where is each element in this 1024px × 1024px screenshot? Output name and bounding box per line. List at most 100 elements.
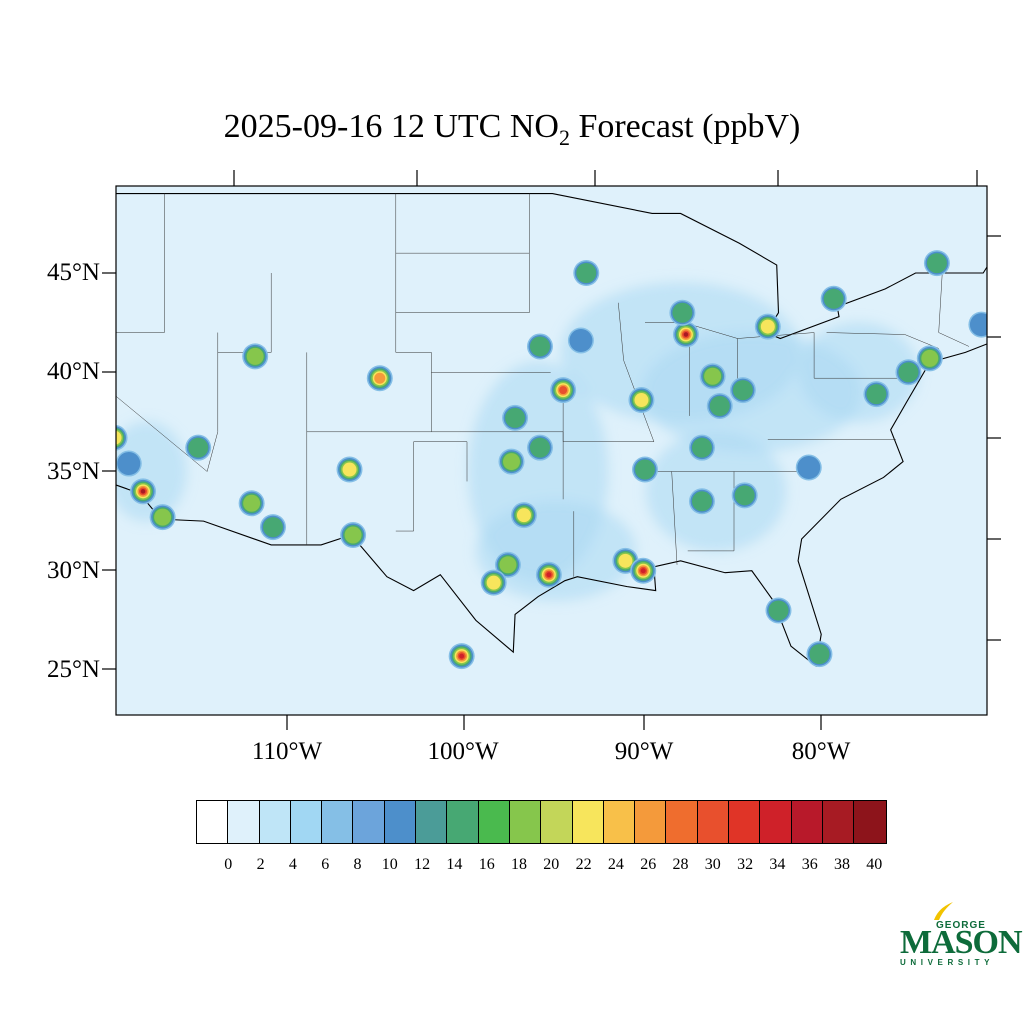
colorbar-tick-label: 28	[672, 856, 689, 873]
colorbar-swatch	[666, 801, 698, 843]
logo-george: GEORGE	[936, 920, 986, 931]
state-border	[671, 471, 678, 565]
hotspot-st-louis	[628, 387, 655, 414]
colorbar-swatch	[416, 801, 448, 843]
hotspot-miami	[806, 641, 833, 668]
hotspot-atlanta	[731, 482, 758, 509]
hotspot-des-moines	[567, 327, 594, 354]
logo-flame-icon	[934, 902, 953, 920]
colorbar-tick-label: 30	[704, 856, 721, 873]
map-frame	[115, 185, 988, 716]
hotspot-san-diego	[149, 504, 176, 531]
colorbar-swatch	[322, 801, 354, 843]
colorbar-tick-label: 18	[511, 856, 527, 873]
state-border	[395, 441, 468, 532]
hotspot-dallas	[510, 502, 537, 529]
state-border	[813, 332, 900, 379]
lat-label-35: 35°N	[46, 458, 100, 485]
lon-label-80: 80°W	[791, 738, 851, 765]
state-border	[395, 193, 530, 313]
colorbar-tick-label: 22	[575, 856, 592, 873]
hotspot-cincinnati	[729, 377, 756, 404]
lat-label-30: 30°N	[46, 557, 100, 584]
colorbar-tick-label: 10	[381, 856, 398, 873]
colorbar-tick-label: 12	[414, 856, 431, 873]
colorbar-swatch	[290, 801, 323, 843]
colorbar-swatch	[603, 801, 636, 843]
hotspot-san-antonio	[480, 569, 507, 596]
lon-label-100: 100°W	[427, 738, 499, 765]
colorbar-tick-label: 4	[288, 856, 297, 873]
hotspot-sacramento	[71, 387, 97, 413]
hotspot-washington	[863, 381, 890, 408]
hotspot-phoenix	[238, 490, 265, 517]
colorbar-tick-label: 2	[256, 856, 265, 873]
state-border	[826, 332, 939, 349]
lon-label-90: 90°W	[614, 738, 674, 765]
state-border	[306, 193, 432, 433]
hotspot-indianapolis	[699, 363, 726, 390]
haze-region	[646, 431, 787, 552]
hotspot-calgary	[203, 141, 229, 167]
hotspot-new-orleans	[630, 557, 657, 584]
hotspot-layer	[57, 141, 987, 670]
colorbar-swatch	[791, 801, 823, 843]
hotspot-detroit	[754, 313, 781, 340]
state-border	[116, 193, 165, 333]
colorbar-swatch	[509, 801, 542, 843]
hotspot-el-paso	[340, 522, 367, 549]
hotspot-montreal	[923, 250, 950, 277]
colorbar-swatch	[729, 801, 761, 843]
hotspot-philadelphia	[895, 359, 922, 386]
colorbar-swatch	[854, 801, 886, 843]
hotspot-denver	[366, 365, 393, 392]
gmu-logo: GEORGE MASON UNIVERSITY	[896, 900, 1023, 970]
colorbar-swatch	[228, 801, 260, 843]
colorbar-swatch	[384, 801, 417, 843]
colorbar-swatch	[697, 801, 730, 843]
colorbar-tick-label: 32	[737, 856, 754, 873]
colorbar-tick-label: 40	[866, 856, 883, 873]
state-border	[206, 332, 219, 472]
state-border	[618, 302, 655, 442]
colorbar-tick-label: 8	[353, 856, 362, 873]
colorbar-swatch	[635, 801, 667, 843]
colorbar-tick-label: 0	[224, 856, 233, 873]
hotspot-nashville	[688, 434, 715, 461]
colorbar-swatch	[353, 801, 385, 843]
hotspot-kansas-city	[550, 377, 577, 404]
hotspot-austin	[494, 551, 521, 578]
hotspot-louisville	[706, 392, 733, 419]
hotspot-monterrey	[448, 643, 475, 670]
lat-label-45: 45°N	[46, 259, 100, 286]
hotspot-tampa	[765, 597, 792, 624]
hotspot-houston	[535, 561, 562, 588]
state-border	[116, 395, 208, 472]
colorbar-swatch	[541, 801, 573, 843]
hotspot-oklahoma-city	[498, 448, 525, 475]
colorbar-tick-label: 14	[446, 856, 463, 873]
lat-label-25: 25°N	[46, 656, 100, 683]
lon-label-110: 110°W	[251, 738, 323, 765]
hotspot-tulsa	[526, 434, 553, 461]
colorbar-swatch	[447, 801, 479, 843]
colorbar-tick-label: 6	[321, 856, 330, 873]
hotspot-albuquerque	[336, 456, 363, 483]
colorbar	[196, 800, 887, 844]
hotspot-seattle	[57, 208, 83, 234]
hotspot-omaha	[526, 333, 553, 360]
hotspot-san-francisco	[57, 403, 83, 429]
hotspot-boston	[968, 311, 987, 338]
haze-region	[476, 500, 636, 601]
map-title: 2025-09-16 12 UTC NO2 Forecast (ppbV)	[223, 108, 801, 150]
colorbar-tick-label: 16	[478, 856, 495, 873]
hotspot-toronto	[820, 285, 847, 312]
colorbar-swatch	[259, 801, 291, 843]
hotspot-chicago	[672, 321, 699, 348]
hotspot-new-york	[916, 345, 943, 372]
hotspot-bakersfield	[116, 450, 142, 477]
hotspot-memphis	[632, 456, 658, 483]
hotspot-birmingham	[688, 488, 715, 515]
colorbar-tick-label: 38	[834, 856, 850, 873]
hotspot-tucson	[259, 514, 286, 541]
